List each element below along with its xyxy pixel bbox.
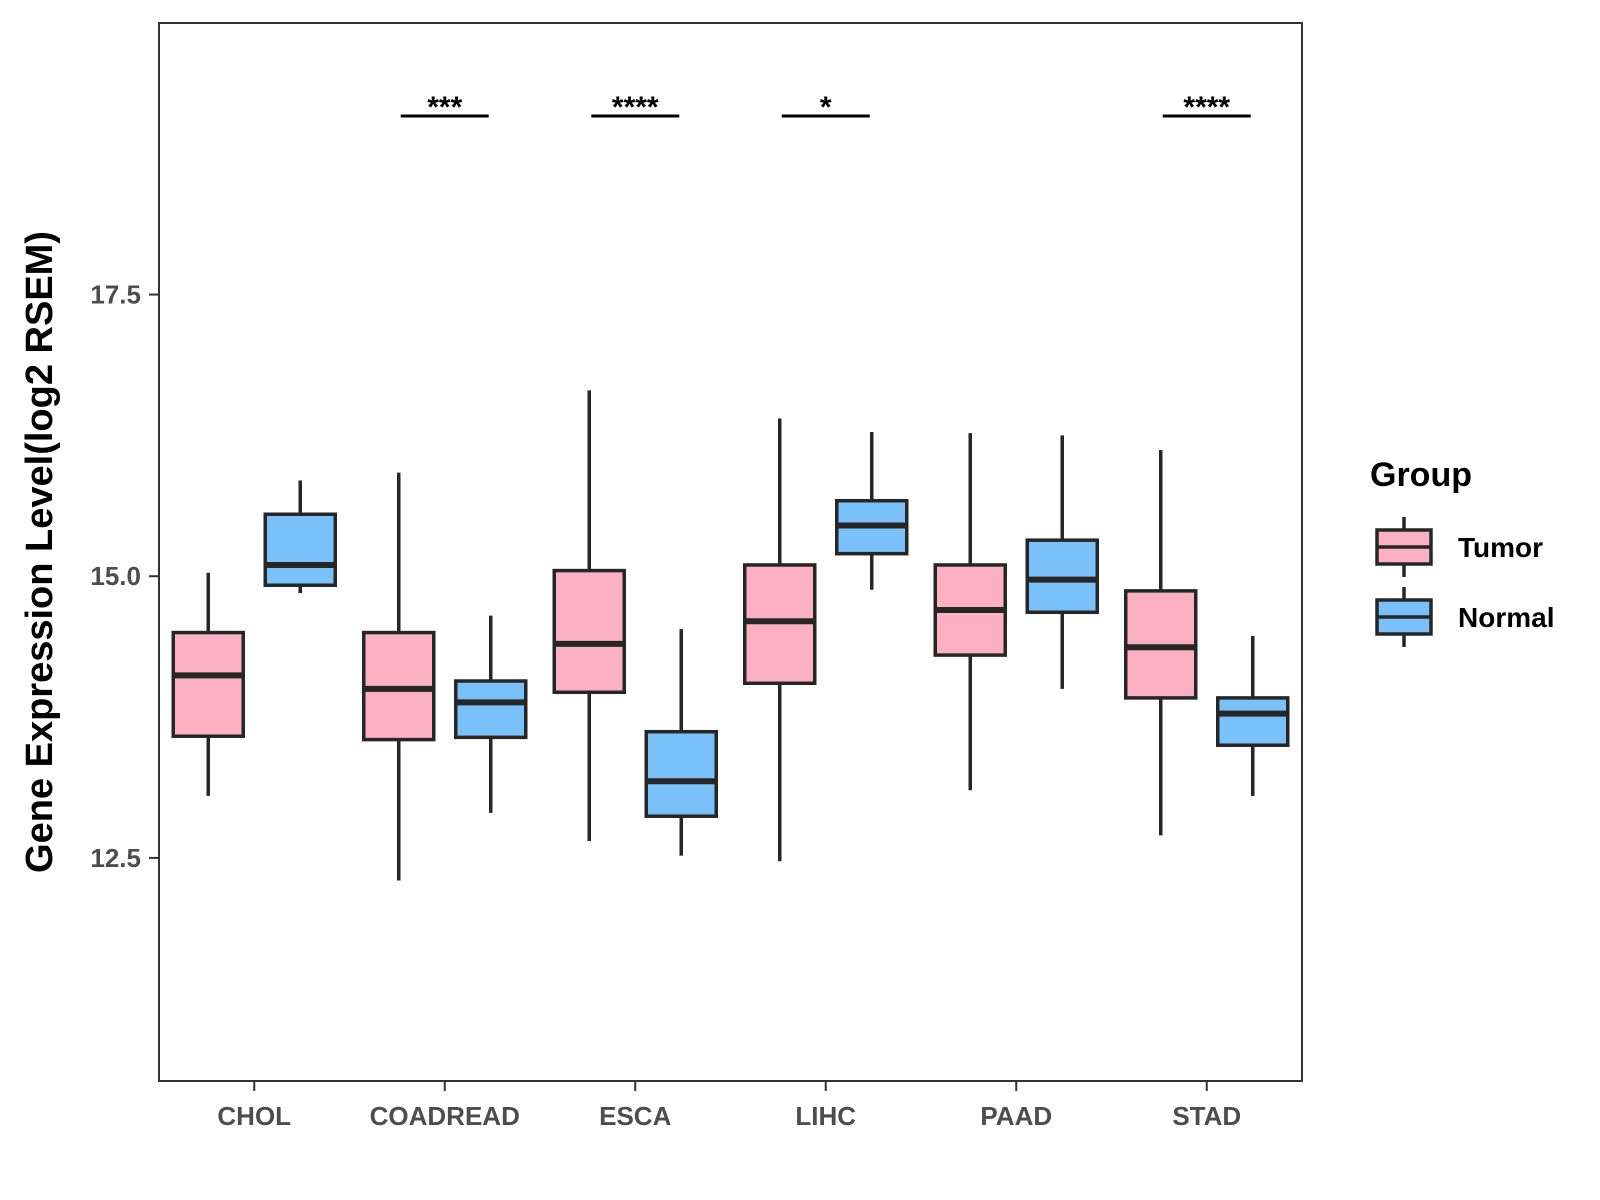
- x-tick-label: COADREAD: [370, 1101, 520, 1131]
- y-tick-label: 12.5: [90, 843, 141, 873]
- legend-label-tumor: Tumor: [1458, 532, 1543, 563]
- y-tick-label: 15.0: [90, 561, 141, 591]
- legend: Group Tumor Normal: [1370, 456, 1554, 647]
- x-tick-label: PAAD: [980, 1101, 1052, 1131]
- box-iqr: [1216, 696, 1290, 747]
- box-tumor-lihc: [743, 418, 817, 862]
- significance-label: *: [820, 91, 832, 124]
- legend-key-normal: [1375, 587, 1433, 647]
- box-tumor-stad: [1124, 450, 1198, 836]
- box-iqr: [263, 512, 337, 587]
- significance-label: ****: [1183, 91, 1230, 124]
- box-iqr: [552, 568, 626, 695]
- box-iqr: [171, 630, 245, 738]
- box-normal-stad: [1216, 635, 1290, 796]
- legend-key-tumor: [1375, 517, 1433, 577]
- box-tumor-paad: [933, 433, 1007, 791]
- y-axis-title: Gene Expression Level(log2 RSEM): [19, 231, 61, 873]
- x-tick-label: ESCA: [599, 1101, 671, 1131]
- x-axis: CHOL COADREAD ESCA LIHC PAAD STAD: [217, 1081, 1241, 1131]
- x-tick-label: STAD: [1172, 1101, 1241, 1131]
- box-normal-chol: [263, 480, 337, 594]
- y-axis: 12.5 15.0 17.5: [90, 280, 159, 873]
- x-tick-label: CHOL: [217, 1101, 291, 1131]
- plot-panel: [158, 22, 1303, 1082]
- box-normal-esca: [644, 629, 718, 856]
- significance-label: ****: [612, 91, 659, 124]
- box-iqr: [644, 729, 718, 818]
- box-normal-lihc: [835, 432, 909, 590]
- significance-layer: *** **** * ****: [400, 91, 1251, 124]
- legend-title: Group: [1370, 456, 1472, 494]
- legend-label-normal: Normal: [1458, 602, 1554, 633]
- boxes-layer: [171, 390, 1290, 881]
- box-tumor-coadread: [362, 472, 436, 881]
- box-iqr: [1025, 538, 1099, 615]
- y-tick-label: 17.5: [90, 280, 141, 310]
- box-tumor-esca: [552, 390, 626, 842]
- box-tumor-chol: [171, 572, 245, 796]
- box-iqr: [454, 679, 528, 740]
- significance-label: ***: [427, 91, 462, 124]
- box-normal-coadread: [454, 615, 528, 813]
- box-normal-paad: [1025, 435, 1099, 689]
- x-tick-label: LIHC: [795, 1101, 856, 1131]
